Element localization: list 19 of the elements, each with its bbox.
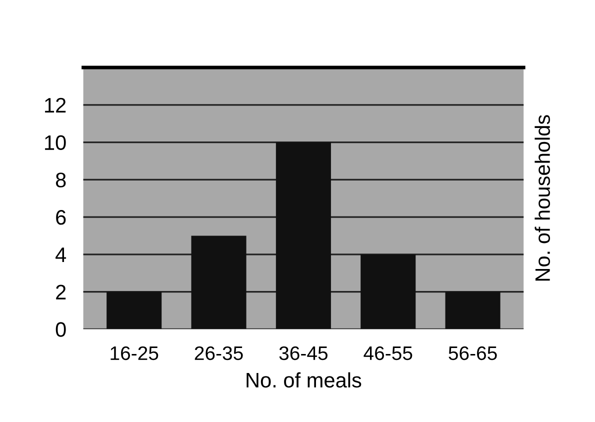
y-tick-label: 12 [45, 98, 66, 112]
y-tick-label: 4 [56, 248, 66, 262]
bar [276, 142, 331, 330]
y-tick-label: 6 [56, 210, 66, 225]
x-tick-label: 56-65 [448, 346, 497, 360]
y-axis-title: No. of households [534, 115, 550, 281]
bar [106, 292, 162, 330]
x-tick-label: 16-25 [110, 346, 158, 360]
bar [445, 292, 500, 330]
x-tick-label: 46-55 [364, 346, 412, 360]
y-tick-label: 10 [45, 135, 66, 150]
x-tick-label: 26-35 [194, 346, 243, 360]
x-tick-label: 36-45 [279, 346, 328, 360]
x-axis-title: No. of meals [246, 372, 362, 388]
y-tick-label: 2 [56, 284, 66, 300]
bar [360, 254, 416, 330]
y-tick-label: 0 [56, 322, 66, 337]
y-tick-label: 8 [56, 172, 66, 188]
bar [191, 236, 246, 330]
